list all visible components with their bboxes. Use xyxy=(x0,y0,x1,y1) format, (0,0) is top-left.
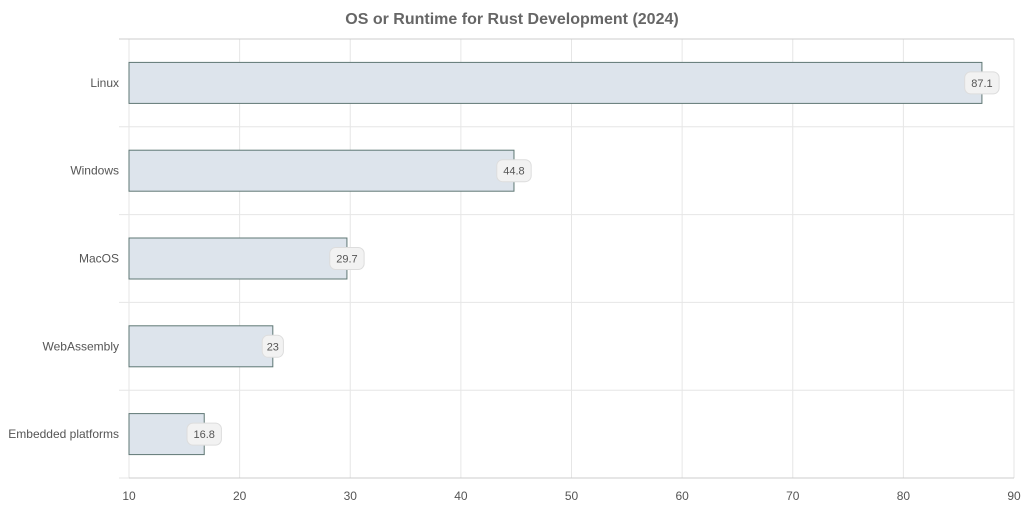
x-tick-label: 10 xyxy=(122,489,136,503)
category-label: Embedded platforms xyxy=(8,427,119,441)
data-label: 44.8 xyxy=(503,166,524,178)
bar xyxy=(128,61,983,104)
x-tick-label: 30 xyxy=(344,489,358,503)
x-tick-label: 20 xyxy=(233,489,247,503)
x-tick-label: 60 xyxy=(675,489,689,503)
data-label: 29.7 xyxy=(336,254,357,266)
labels-layer: Linux 87.1 Windows 44.8 MacOS 29.7 WebAssembly… xyxy=(8,71,1000,446)
category-label: WebAssembly xyxy=(43,339,119,353)
axis-layer: 10 20 30 40 50 60 70 80 90 xyxy=(119,38,1021,503)
x-tick-label: 90 xyxy=(1007,489,1021,503)
bar xyxy=(128,149,515,192)
x-tick-label: 40 xyxy=(454,489,468,503)
category-label: Windows xyxy=(70,164,119,178)
x-tick-label: 80 xyxy=(897,489,911,503)
chart-title: OS or Runtime for Rust Development (2024… xyxy=(345,11,678,28)
data-label-box xyxy=(329,247,365,270)
category-label: MacOS xyxy=(79,252,119,266)
bars-layer xyxy=(128,61,983,456)
x-tick-label: 50 xyxy=(565,489,579,503)
bar xyxy=(128,325,274,368)
data-label: 23 xyxy=(267,341,279,353)
data-label-box xyxy=(964,71,1000,95)
data-label: 87.1 xyxy=(971,78,992,90)
data-label-box xyxy=(186,422,222,446)
data-label-box xyxy=(496,159,532,183)
x-tick-label: 70 xyxy=(786,489,800,503)
data-label-box xyxy=(261,334,284,358)
category-label: Linux xyxy=(90,76,119,90)
data-label: 16.8 xyxy=(194,429,215,441)
bar xyxy=(128,237,348,280)
